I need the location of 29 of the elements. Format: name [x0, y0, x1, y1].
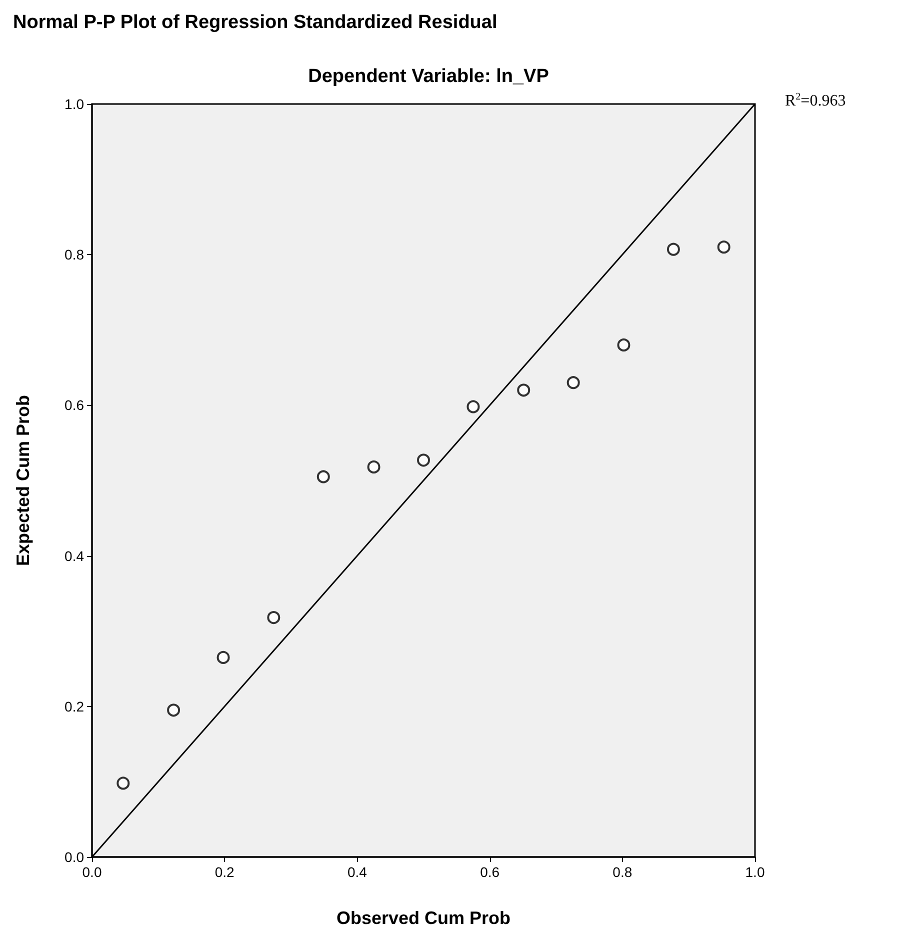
point: [316, 470, 330, 484]
x-tick-label: 0.4: [347, 864, 368, 880]
point: [717, 240, 730, 254]
point: [617, 338, 630, 352]
y-tick-label: 0.8: [64, 246, 84, 263]
point: [216, 650, 230, 664]
x-axis-title: Observed Cum Prob: [336, 908, 511, 928]
point: [167, 704, 180, 717]
chart-subtitle: Dependent Variable: ln_VP: [308, 66, 550, 87]
y-tick-label: 0.0: [64, 849, 84, 865]
point: [466, 400, 480, 414]
point: [417, 454, 430, 467]
x-tick-label: 0.2: [214, 864, 235, 880]
point: [517, 384, 530, 397]
x-tick-label: 0.0: [82, 864, 102, 880]
point: [116, 776, 130, 790]
x-tick-label: 0.6: [480, 864, 500, 880]
y-tick-label: 0.4: [64, 548, 84, 564]
point: [666, 242, 680, 256]
x-tick-label: 0.8: [612, 864, 632, 880]
point: [267, 611, 280, 624]
y-tick-label: 0.6: [64, 397, 84, 414]
y-tick-label: 0.2: [64, 698, 84, 714]
y-axis-title: Expected Cum Prob: [13, 394, 33, 566]
point: [367, 460, 380, 474]
y-tick-label: 1.0: [64, 96, 84, 112]
x-tick-label: 1.0: [745, 864, 765, 880]
chart-title: Normal P-P Plot of Regression Standardized Residual: [13, 12, 498, 33]
point: [566, 376, 580, 390]
